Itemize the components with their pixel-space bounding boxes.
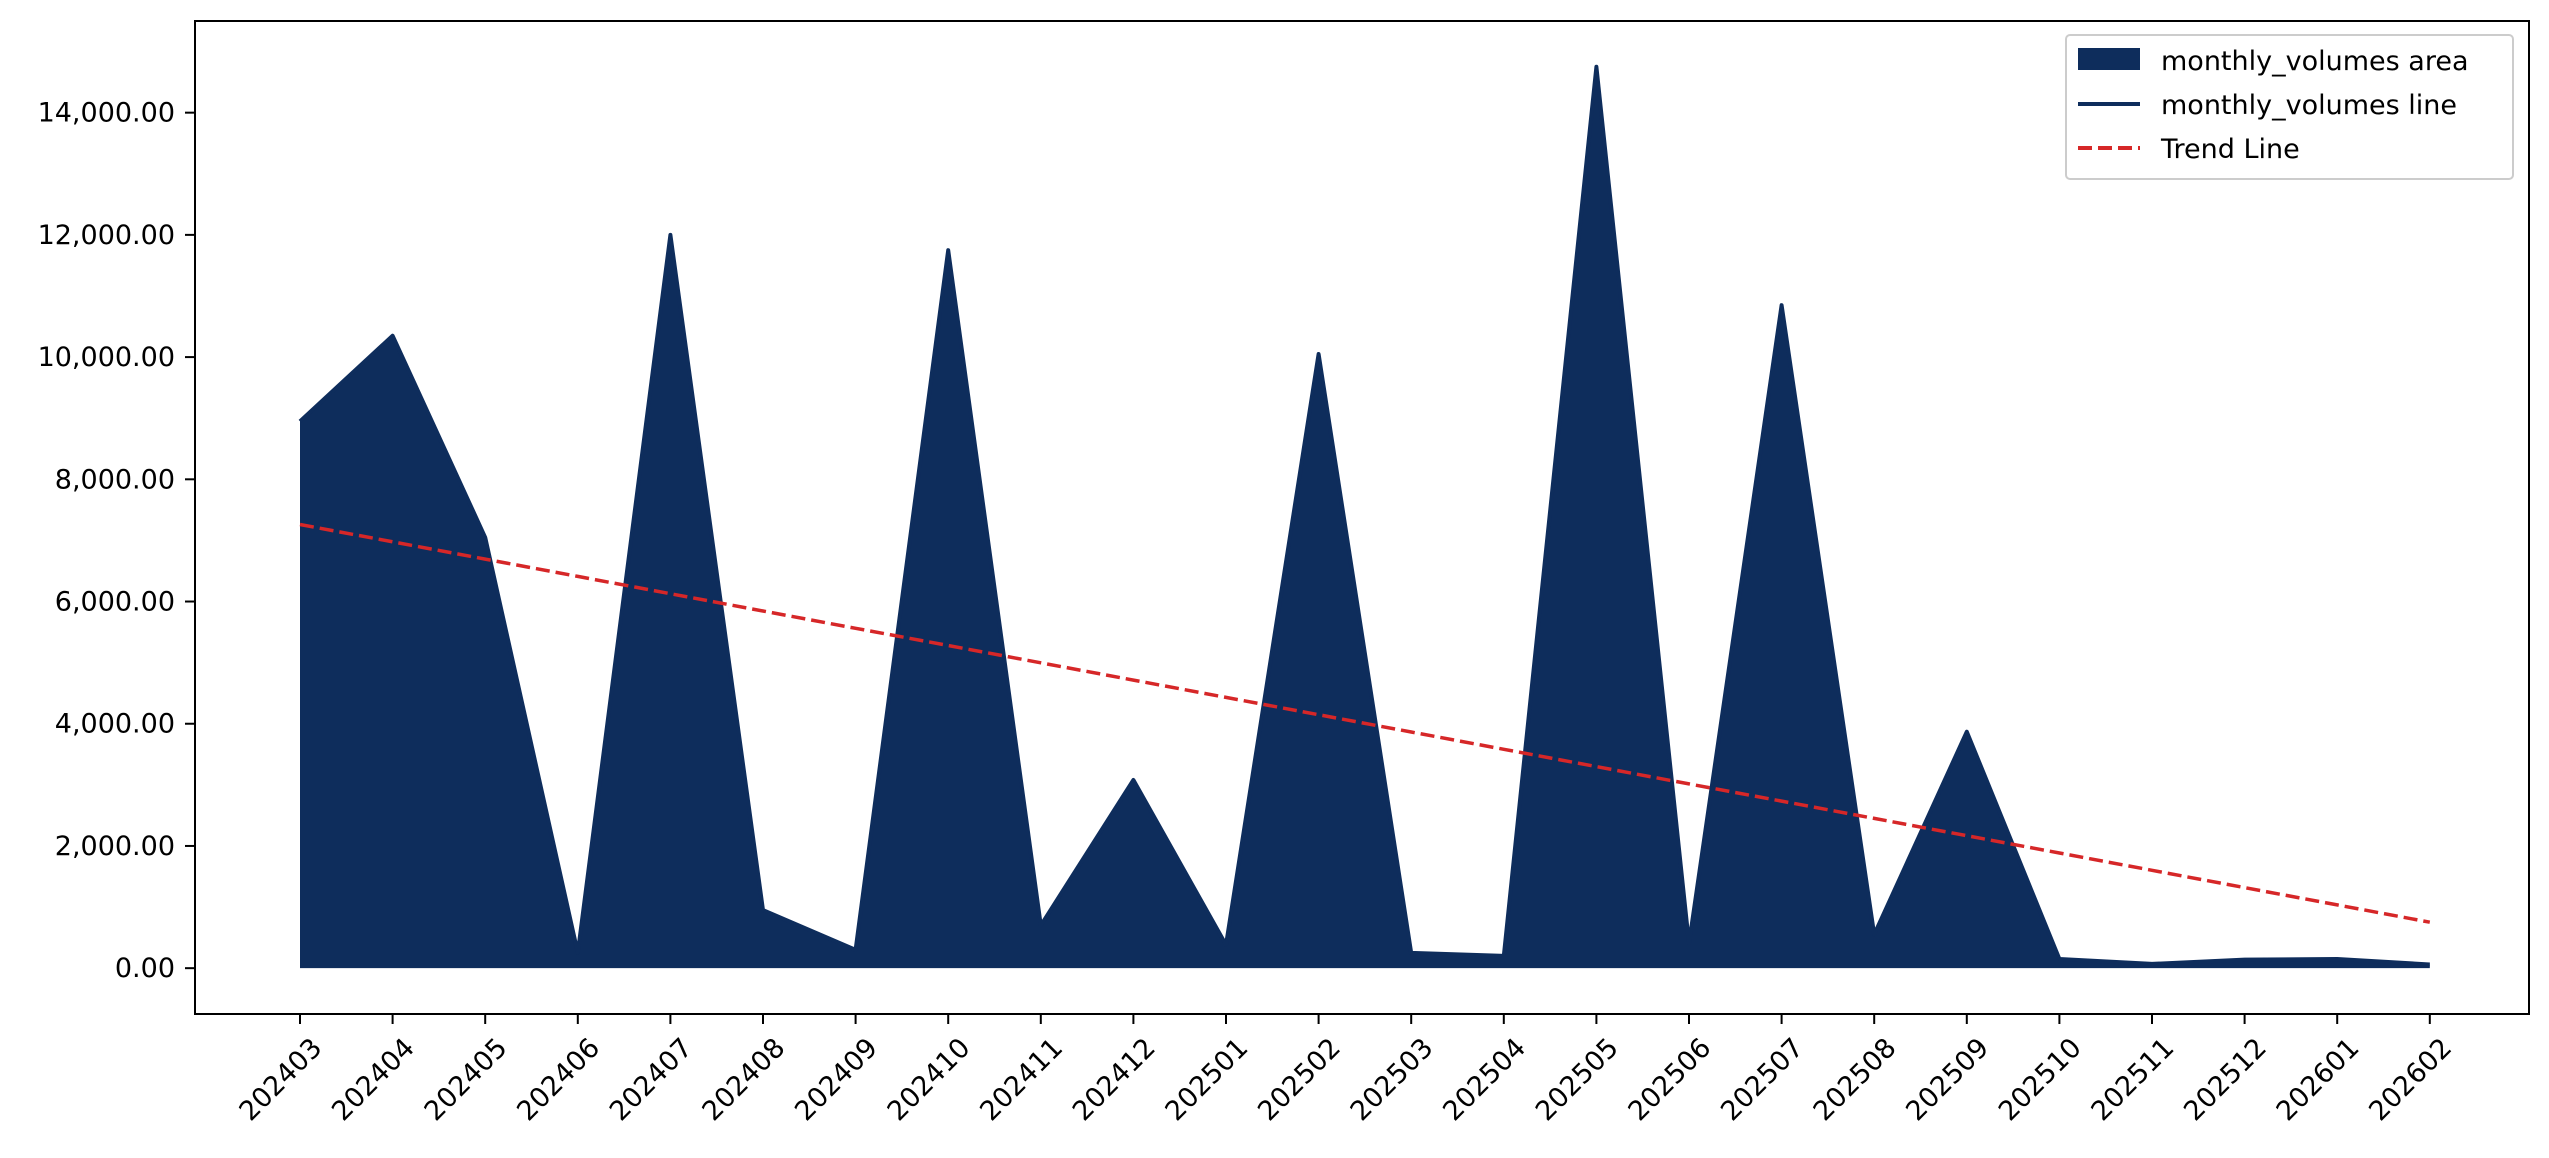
- x-tick-label: 202512: [2178, 1032, 2273, 1127]
- x-axis: 2024032024042024052024062024072024082024…: [234, 1014, 2458, 1127]
- x-tick-label: 202406: [511, 1032, 606, 1127]
- y-tick-label: 6,000.00: [55, 587, 175, 618]
- x-tick-label: 202506: [1623, 1032, 1718, 1127]
- x-tick-label: 202410: [882, 1032, 977, 1127]
- x-tick-label: 202503: [1345, 1032, 1440, 1127]
- x-tick-label: 202412: [1067, 1032, 1162, 1127]
- y-tick-label: 8,000.00: [55, 464, 175, 495]
- y-tick-label: 0.00: [115, 953, 175, 984]
- x-tick-label: 202501: [1160, 1032, 1255, 1127]
- x-tick-label: 202405: [419, 1032, 514, 1127]
- plot-frame: [194, 20, 2530, 1015]
- x-tick-label: 202411: [974, 1032, 1069, 1127]
- x-tick-label: 202510: [1993, 1032, 2088, 1127]
- x-tick-label: 202407: [604, 1032, 699, 1127]
- y-tick-label: 12,000.00: [38, 220, 175, 251]
- legend-label-line: monthly_volumes line: [2161, 90, 2457, 121]
- legend-box: [2065, 34, 2514, 180]
- x-tick-label: 202502: [1252, 1032, 1347, 1127]
- x-tick-label: 202602: [2363, 1032, 2458, 1127]
- y-tick-label: 2,000.00: [55, 831, 175, 862]
- legend-label-trend: Trend Line: [2160, 134, 2300, 165]
- x-tick-label: 202404: [326, 1032, 421, 1127]
- x-tick-label: 202505: [1530, 1032, 1625, 1127]
- x-tick-label: 202508: [1808, 1032, 1903, 1127]
- x-tick-label: 202601: [2271, 1032, 2366, 1127]
- chart-marks: [298, 64, 2431, 969]
- series-area: [300, 66, 2430, 969]
- legend: monthly_volumes area monthly_volumes lin…: [2065, 34, 2514, 180]
- x-tick-label: 202504: [1437, 1032, 1532, 1127]
- x-tick-label: 202409: [789, 1032, 884, 1127]
- trend-line: [299, 522, 2431, 924]
- legend-swatch-area: [2078, 48, 2140, 70]
- x-tick-label: 202511: [2086, 1032, 2181, 1127]
- y-tick-label: 14,000.00: [38, 98, 175, 129]
- y-tick-label: 4,000.00: [55, 709, 175, 740]
- y-tick-label: 10,000.00: [38, 342, 175, 373]
- x-tick-label: 202507: [1715, 1032, 1810, 1127]
- y-axis: 0.00 2,000.00 4,000.00 6,000.00 8,000.00 10,0…: [38, 98, 195, 984]
- x-tick-label: 202408: [697, 1032, 792, 1127]
- series-line: [298, 64, 2430, 967]
- legend-label-area: monthly_volumes area: [2161, 46, 2469, 77]
- x-tick-label: 202509: [1900, 1032, 1995, 1127]
- x-tick-label: 202403: [234, 1032, 329, 1127]
